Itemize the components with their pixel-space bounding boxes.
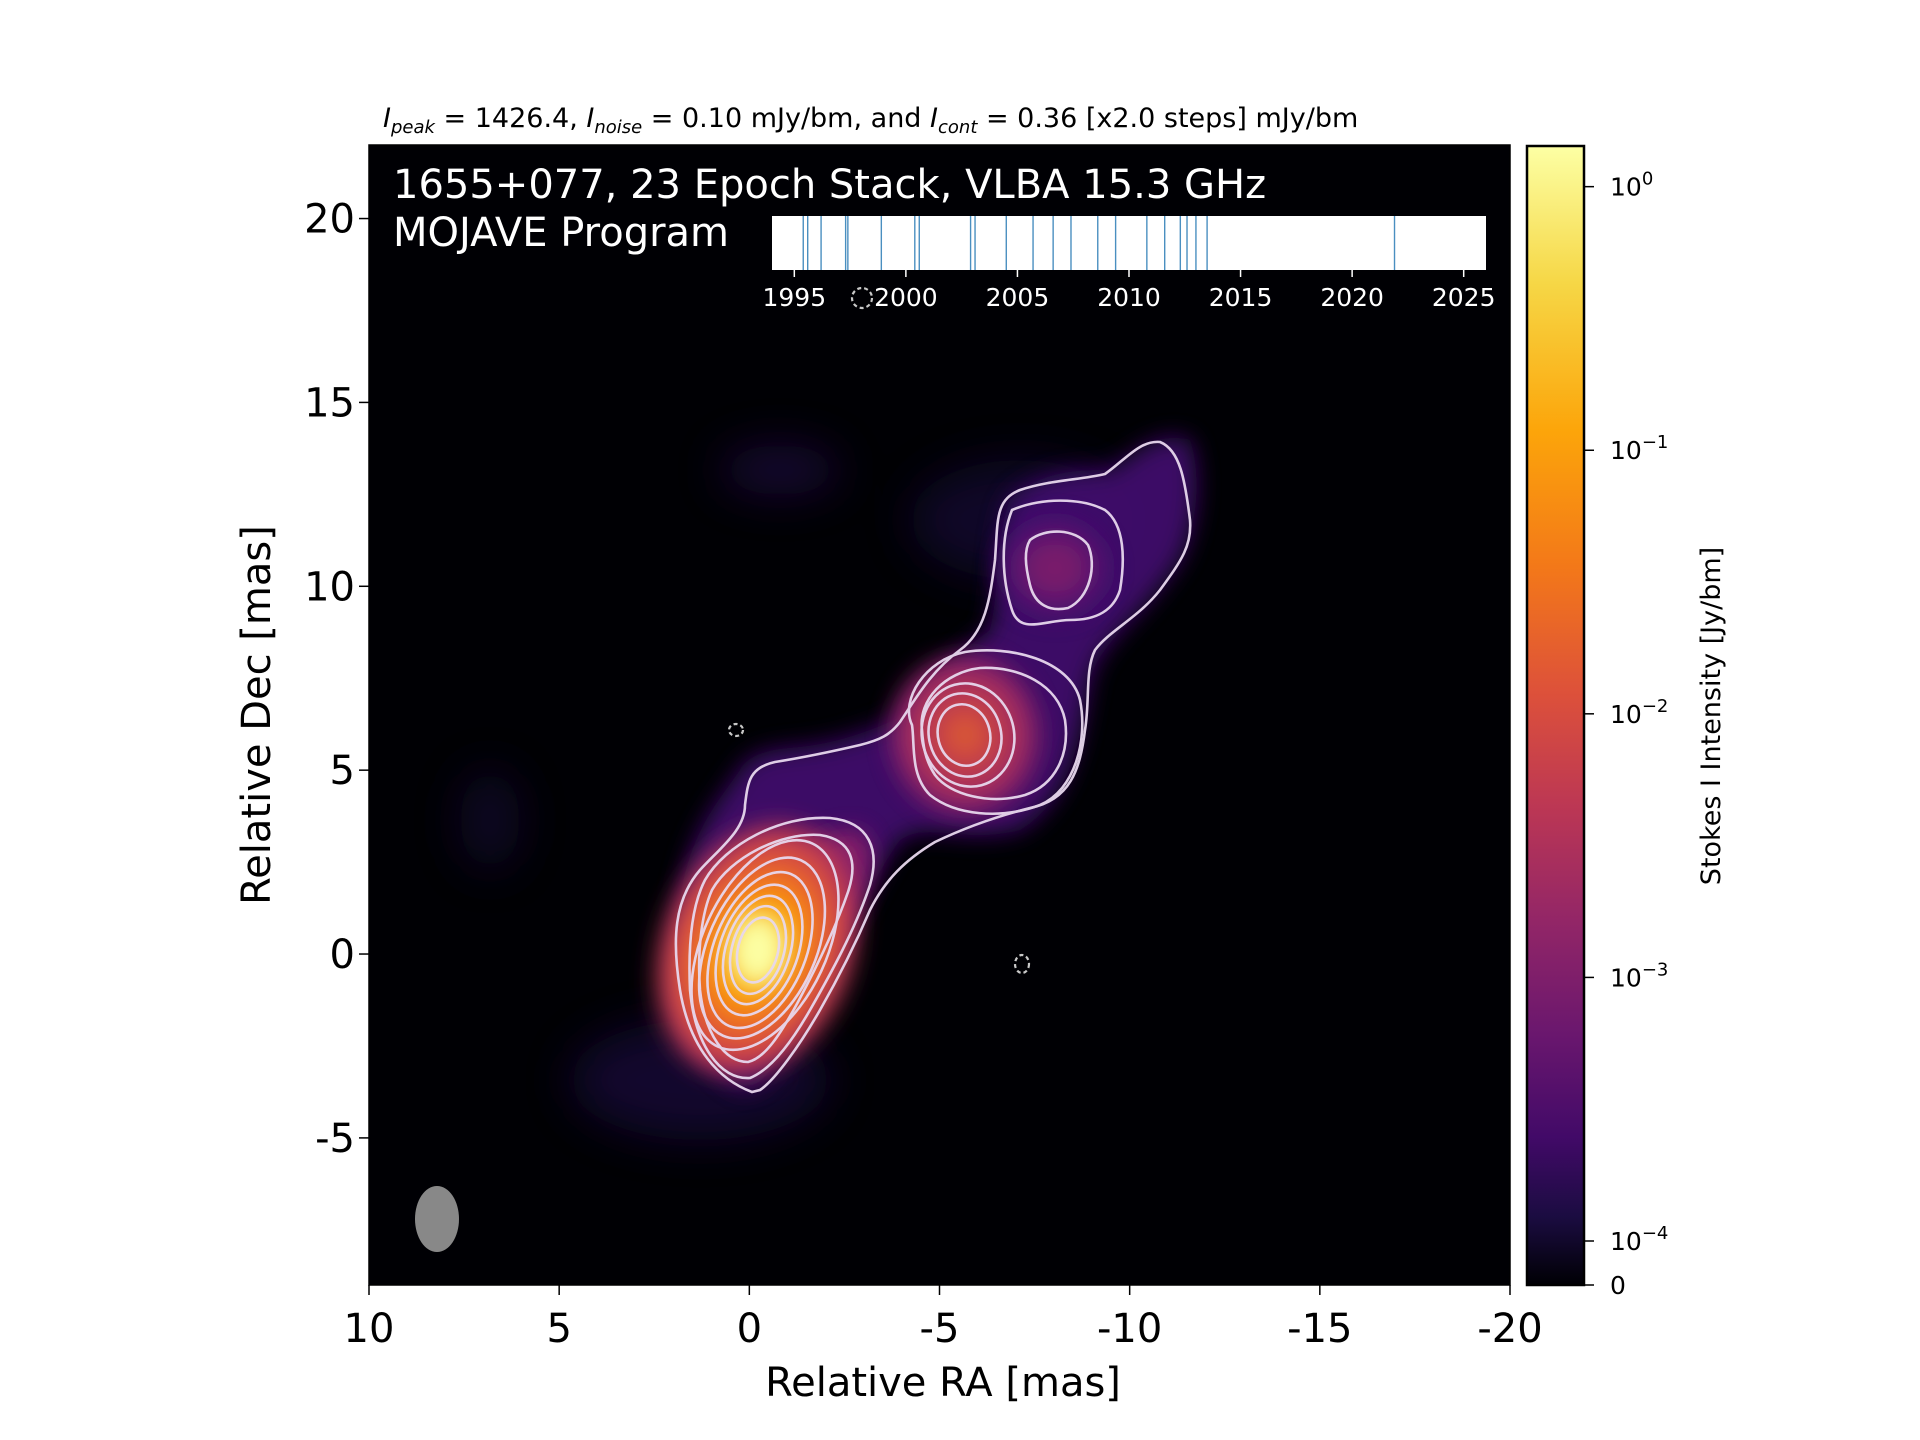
contour-middle-5 <box>936 703 992 767</box>
contour-core-3 <box>706 870 814 1030</box>
noise-symbol: I <box>586 103 594 134</box>
y-tick-label: 20 <box>304 197 355 243</box>
peak-value: = 1426.4, <box>435 103 586 134</box>
panel-title-line2: MOJAVE Program <box>393 210 729 256</box>
inset-tick-label: 2025 <box>1432 283 1496 312</box>
colorbar-tick-label: 100 <box>1610 169 1653 202</box>
y-tick-label: 5 <box>330 748 355 794</box>
contour-outer-component-inner <box>1024 530 1094 611</box>
colorbar-tick-label: 10−1 <box>1610 432 1668 465</box>
y-axis: 20 15 10 5 0 -5 <box>304 197 369 1162</box>
noise-value: = 0.10 mJy/bm, and <box>642 103 930 134</box>
x-tick-label: -20 <box>1477 1306 1542 1352</box>
contour-core-6 <box>728 904 788 996</box>
contour-middle-2 <box>920 666 1068 801</box>
x-tick-label: 5 <box>546 1306 571 1352</box>
contour-middle-3 <box>920 682 1016 788</box>
x-tick-label: 0 <box>737 1306 762 1352</box>
beam-ellipse <box>415 1186 459 1252</box>
cont-value: = 0.36 [x2.0 steps] mJy/bm <box>977 103 1358 134</box>
x-tick-label: -15 <box>1287 1306 1352 1352</box>
x-tick-label: -5 <box>920 1306 960 1352</box>
colorbar-tick-label: 10−3 <box>1610 959 1668 992</box>
jet-emission <box>415 286 1197 1252</box>
colorbar-tick-label: 0 <box>1610 1271 1626 1300</box>
panel-title-line1: 1655+077, 23 Epoch Stack, VLBA 15.3 GHz <box>393 162 1266 208</box>
negative-contours <box>727 286 1031 975</box>
inset-tick-label: 2015 <box>1209 283 1273 312</box>
y-tick-label: 0 <box>330 932 355 978</box>
x-axis: 10 5 0 -5 -10 -15 -20 <box>344 1285 1543 1352</box>
y-tick-label: 15 <box>304 380 355 426</box>
x-axis-label: Relative RA [mas] <box>765 1360 1121 1406</box>
cont-symbol: I <box>930 103 938 134</box>
epoch-timeline-inset: 1995 2000 2005 2010 2015 2020 2025 <box>763 216 1496 312</box>
contour-core-jet-1 <box>688 816 875 1080</box>
peak-symbol: I <box>383 103 391 134</box>
outer-component-glow <box>1000 518 1110 618</box>
contour-core-7 <box>735 916 781 984</box>
contour-set <box>674 440 1192 1094</box>
colorbar-tick-label: 10−2 <box>1610 696 1668 729</box>
y-axis-label: Relative Dec [mas] <box>234 525 280 905</box>
colorbar: 100 10−1 10−2 10−3 10−4 0 Stokes I Intensity … <box>1525 144 1727 1300</box>
middle-component-glow <box>890 655 1040 815</box>
x-tick-label: 10 <box>344 1306 395 1352</box>
inset-tick-label: 1995 <box>763 283 827 312</box>
inset-background <box>772 216 1486 270</box>
inset-tick-label: 2000 <box>874 283 938 312</box>
peak-sub: peak <box>390 117 437 138</box>
y-tick-label: -5 <box>315 1116 355 1162</box>
inset-axis: 1995 2000 2005 2010 2015 2020 2025 <box>763 270 1496 312</box>
colorbar-ticks: 100 10−1 10−2 10−3 10−4 0 <box>1584 169 1668 1300</box>
noise-sub: noise <box>594 117 642 138</box>
negative-contour-3 <box>850 286 874 310</box>
contour-outer-component <box>1002 499 1125 626</box>
inset-tick-label: 2005 <box>986 283 1050 312</box>
contour-envelope <box>674 440 1192 1094</box>
negative-contour-2 <box>1013 953 1031 975</box>
header-stats: Ipeak = 1426.4, Inoise = 0.10 mJy/bm, an… <box>383 103 1358 138</box>
contour-middle-1 <box>907 649 1084 815</box>
contour-core-2 <box>697 856 827 1040</box>
contour-core-5 <box>721 894 795 1006</box>
colorbar-tick-label: 10−4 <box>1610 1223 1668 1256</box>
cont-sub: cont <box>938 117 978 138</box>
image-panel: 1655+077, 23 Epoch Stack, VLBA 15.3 GHz … <box>368 144 1511 1286</box>
inset-tick-label: 2010 <box>1097 283 1161 312</box>
contour-middle-4 <box>927 692 1003 778</box>
colorbar-label: Stokes I Intensity [Jy/bm] <box>1696 547 1727 885</box>
core-peak <box>734 916 782 984</box>
negative-contour-1 <box>727 722 745 738</box>
y-tick-label: 10 <box>304 564 355 610</box>
contour-core-4 <box>714 883 804 1017</box>
colorbar-gradient-bar <box>1525 144 1586 1287</box>
inset-epoch-lines <box>802 216 1396 270</box>
x-tick-label: -10 <box>1097 1306 1162 1352</box>
contour-core-1 <box>690 838 840 1052</box>
inset-tick-label: 2020 <box>1320 283 1384 312</box>
